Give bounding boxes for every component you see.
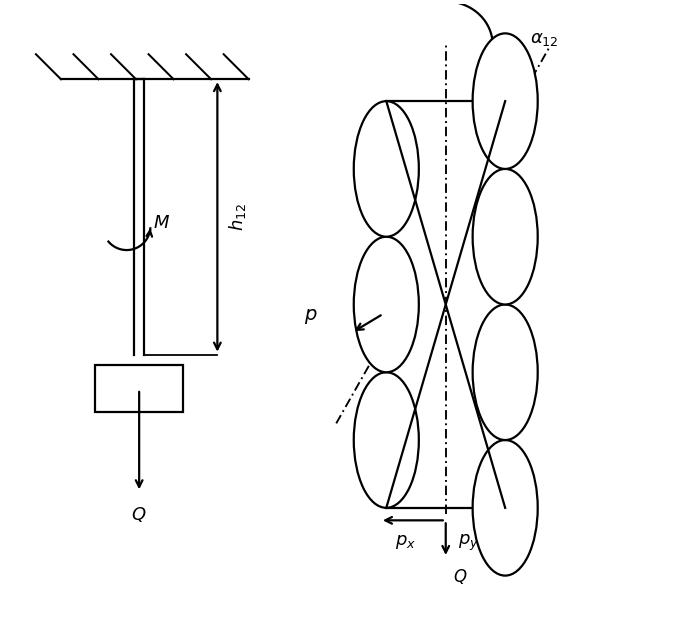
- Text: $M$: $M$: [153, 214, 170, 232]
- Ellipse shape: [353, 236, 419, 372]
- Ellipse shape: [473, 34, 538, 169]
- Ellipse shape: [353, 372, 419, 508]
- Text: $h_{12}$: $h_{12}$: [227, 203, 248, 231]
- Text: $Q$: $Q$: [453, 567, 467, 586]
- Text: $p_y$: $p_y$: [458, 533, 480, 553]
- FancyBboxPatch shape: [386, 101, 505, 508]
- Ellipse shape: [473, 169, 538, 304]
- Text: $Q$: $Q$: [132, 505, 147, 524]
- Text: $p$: $p$: [304, 307, 317, 327]
- Ellipse shape: [353, 101, 419, 236]
- Text: $p_x$: $p_x$: [395, 533, 416, 551]
- Ellipse shape: [473, 440, 538, 576]
- Text: $\alpha_{12}$: $\alpha_{12}$: [530, 30, 559, 48]
- Ellipse shape: [473, 304, 538, 440]
- Bar: [95, 365, 183, 412]
